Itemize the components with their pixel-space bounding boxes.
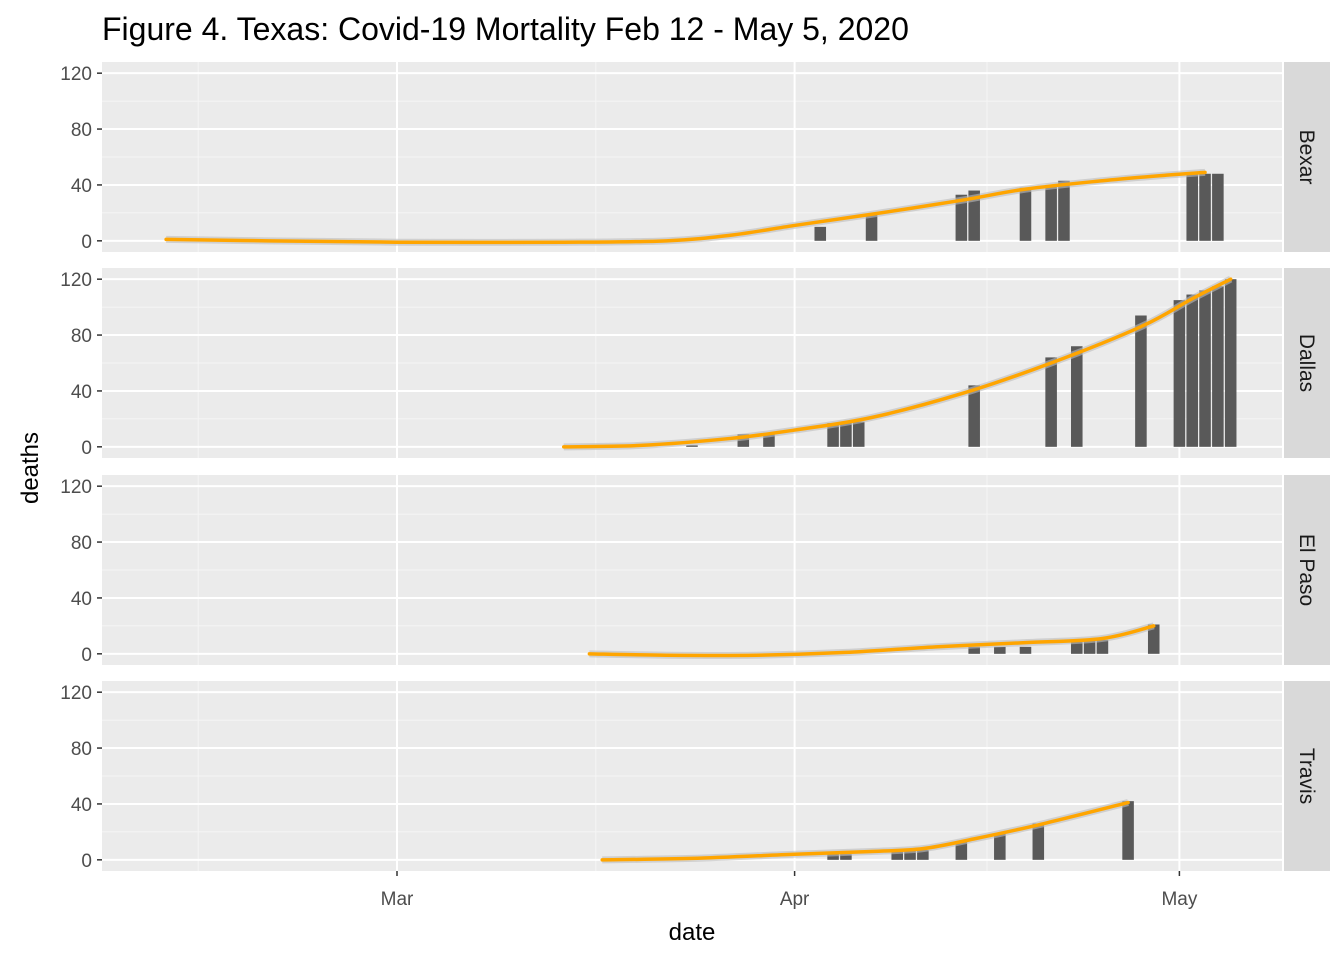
- bar: [1083, 639, 1096, 654]
- bar: [904, 850, 916, 860]
- facet-strip: [1284, 62, 1330, 252]
- bar: [1019, 187, 1032, 241]
- bar: [1045, 184, 1057, 241]
- bar: [1147, 624, 1160, 654]
- y-tick-label: 120: [60, 64, 92, 85]
- bar: [968, 385, 980, 447]
- y-tick-label: 40: [71, 382, 92, 403]
- facet-strip: [1284, 681, 1330, 871]
- bar: [1224, 279, 1237, 447]
- bar: [1173, 300, 1186, 447]
- facet-strip-label: El Paso: [1295, 534, 1318, 606]
- bar: [1032, 823, 1045, 860]
- bar: [1071, 346, 1083, 447]
- facet-strip: [1284, 475, 1330, 665]
- trend-line: [600, 800, 1130, 862]
- facet-strip-label: Dallas: [1295, 334, 1318, 392]
- x-tick-label: May: [1161, 889, 1197, 910]
- bar: [1045, 357, 1057, 447]
- bar: [1019, 646, 1032, 654]
- y-tick-label: 0: [81, 645, 92, 666]
- bar: [1186, 294, 1198, 447]
- bar: [994, 833, 1006, 860]
- y-axis-label: deaths: [17, 432, 44, 504]
- bar: [1199, 173, 1211, 241]
- facet-strip-label: Travis: [1295, 748, 1318, 804]
- y-tick-label: 120: [60, 270, 92, 291]
- bar: [891, 850, 903, 860]
- y-tick-label: 120: [60, 683, 92, 704]
- bar: [1199, 290, 1211, 447]
- trend-line: [587, 624, 1156, 658]
- chart-title: Figure 4. Texas: Covid-19 Mortality Feb …: [102, 11, 909, 47]
- bar: [1135, 315, 1147, 447]
- bar: [814, 226, 827, 241]
- y-tick-label: 0: [81, 851, 92, 872]
- bar: [1212, 173, 1224, 241]
- x-axis-label: date: [669, 919, 716, 946]
- facet-strip-label: Bexar: [1295, 130, 1318, 185]
- bar: [763, 432, 775, 447]
- trend-line: [561, 277, 1233, 449]
- bar: [1058, 180, 1070, 241]
- bar: [917, 850, 929, 860]
- facet-panel-bexar: 0 40 80 120 Bexar: [60, 62, 1330, 253]
- bar: [968, 646, 980, 654]
- bar: [686, 445, 698, 447]
- facet-strip: [1284, 268, 1330, 458]
- bar: [1212, 286, 1224, 447]
- facet-panel-el-paso: 0 40 80 120 El Paso: [60, 475, 1330, 666]
- bar: [865, 214, 878, 241]
- y-tick-label: 40: [71, 589, 92, 610]
- y-tick-label: 0: [81, 438, 92, 459]
- y-tick-label: 80: [71, 120, 92, 141]
- bar: [994, 646, 1006, 654]
- y-tick-label: 40: [71, 176, 92, 197]
- y-tick-label: 40: [71, 795, 92, 816]
- trend-line: [164, 170, 1207, 245]
- bar: [1186, 173, 1198, 241]
- bar: [852, 421, 865, 447]
- x-tick-label: Mar: [381, 889, 414, 910]
- bar: [827, 423, 839, 447]
- facet-panel-travis: 0 40 80 120 Travis: [60, 681, 1330, 872]
- bar: [1122, 801, 1134, 860]
- bar: [955, 841, 968, 860]
- y-tick-label: 0: [81, 232, 92, 253]
- bar: [827, 854, 839, 860]
- bar: [1071, 639, 1083, 654]
- y-tick-label: 120: [60, 477, 92, 498]
- y-tick-label: 80: [71, 739, 92, 760]
- bar: [840, 421, 852, 447]
- y-tick-label: 80: [71, 533, 92, 554]
- x-tick-label: Apr: [780, 889, 810, 910]
- facet-panels: 0 40 80 120 Bexar 0 40 80 120 Dallas 0 40 80 120 El Pa…: [60, 62, 1330, 910]
- bar: [955, 194, 968, 241]
- bar: [968, 190, 980, 241]
- y-tick-label: 80: [71, 326, 92, 347]
- facet-panel-dallas: 0 40 80 120 Dallas: [60, 268, 1330, 459]
- bar: [1096, 639, 1109, 654]
- bar: [840, 854, 852, 860]
